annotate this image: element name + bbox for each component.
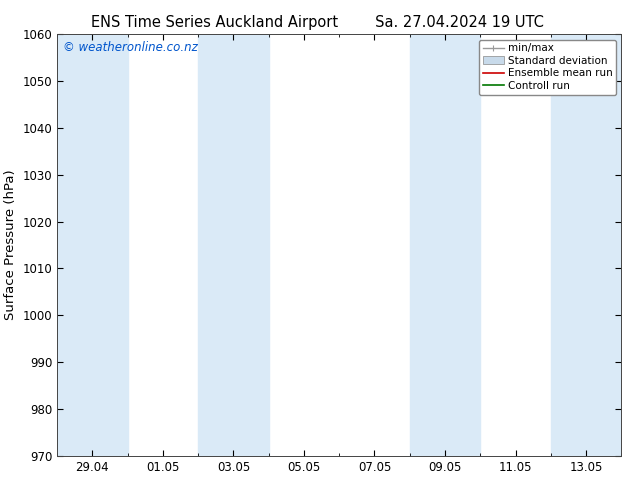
Text: ENS Time Series Auckland Airport        Sa. 27.04.2024 19 UTC: ENS Time Series Auckland Airport Sa. 27.… (91, 15, 543, 30)
Bar (551, 34, 621, 456)
Text: © weatheronline.co.nz: © weatheronline.co.nz (63, 41, 197, 53)
Bar (198, 34, 269, 456)
Legend: min/max, Standard deviation, Ensemble mean run, Controll run: min/max, Standard deviation, Ensemble me… (479, 40, 616, 95)
Bar (410, 34, 481, 456)
Y-axis label: Surface Pressure (hPa): Surface Pressure (hPa) (4, 170, 17, 320)
Bar (57, 34, 127, 456)
